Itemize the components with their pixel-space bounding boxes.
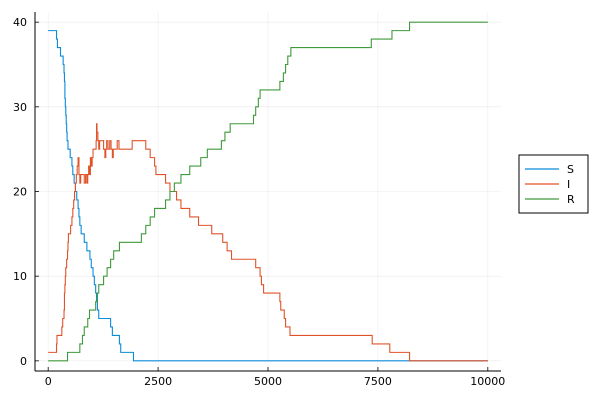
series-line-i bbox=[48, 123, 488, 362]
y-tick-label-2: 20 bbox=[13, 186, 27, 199]
series-lines bbox=[48, 21, 488, 362]
y-tick-label-0: 0 bbox=[20, 355, 27, 368]
series-line-s bbox=[48, 30, 488, 362]
x-tick-label-2: 5000 bbox=[254, 375, 282, 388]
series-line-r bbox=[48, 21, 488, 362]
legend-label-s: S bbox=[567, 163, 574, 176]
x-tick-label-3: 7500 bbox=[364, 375, 392, 388]
x-tick-label-0: 0 bbox=[45, 375, 52, 388]
x-tick-label-4: 10000 bbox=[470, 375, 505, 388]
legend-label-i: I bbox=[567, 178, 570, 191]
legend: SIR bbox=[518, 154, 589, 214]
tick-labels: 0 2500 5000 7500 10000 0 10 20 30 40 bbox=[13, 16, 505, 388]
y-tick-label-4: 40 bbox=[13, 16, 27, 29]
y-tick-label-3: 30 bbox=[13, 101, 27, 114]
x-tick-label-1: 2500 bbox=[144, 375, 172, 388]
legend-label-r: R bbox=[567, 193, 575, 206]
y-tick-label-1: 10 bbox=[13, 270, 27, 283]
axes bbox=[34, 12, 501, 372]
